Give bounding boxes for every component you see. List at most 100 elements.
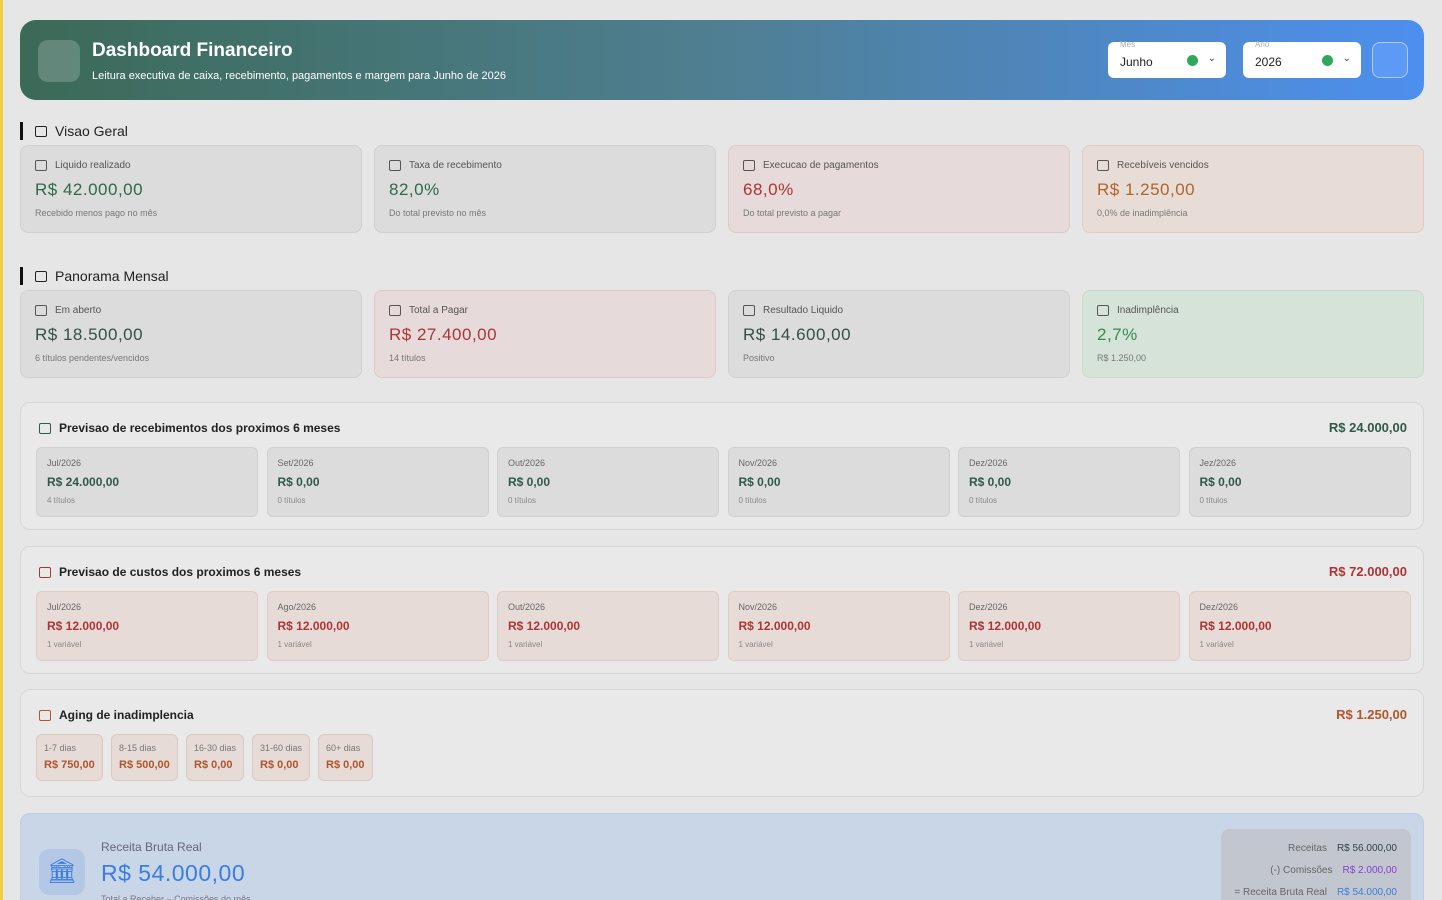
section-heading: Panorama Mensal: [20, 267, 169, 285]
gross-icon: 🏛: [39, 849, 85, 895]
gross-title: Receita Bruta Real: [101, 840, 202, 854]
kpi-label-text: Em aberto: [55, 305, 102, 316]
bucket-label: 1-7 dias: [44, 743, 77, 753]
receipts-panel: Previsao de recebimentos dos proximos 6 …: [20, 402, 1424, 530]
header: Dashboard Financeiro Leitura executiva de…: [20, 20, 1424, 100]
bucket-value: R$ 0,00: [194, 759, 233, 771]
header-subtitle: Leitura executiva de caixa, recebimento,…: [92, 70, 506, 82]
month-select[interactable]: Mes Junho ⌄: [1108, 40, 1226, 78]
month-note: 1 variável: [47, 640, 82, 649]
month-label: Jez/2026: [1199, 458, 1237, 468]
costs-panel: Previsao de custos dos proximos 6 meses R…: [20, 546, 1424, 674]
check-icon: [1322, 55, 1333, 66]
header-icon: [38, 40, 80, 82]
month-label: Ago/2026: [277, 602, 317, 612]
year-value: 2026: [1255, 55, 1282, 69]
month-note: 0 títulos: [969, 496, 998, 505]
panel-total: R$ 24.000,00: [1328, 420, 1407, 435]
breakdown-row: (-) Comissões R$ 2.000,00: [1221, 865, 1397, 876]
refresh-button[interactable]: [1372, 42, 1408, 78]
chevron: ⌄: [1207, 53, 1216, 64]
breakdown-label: Receitas: [1288, 843, 1327, 854]
panel-title: Previsao de custos dos proximos 6 meses: [39, 565, 301, 579]
kpi-label-text: Liquido realizado: [55, 160, 131, 171]
section-title: Panorama Mensal: [55, 268, 169, 284]
panel-title: Aging de inadimplencia: [39, 708, 194, 722]
kpi-note: Do total previsto a pagar: [743, 208, 842, 218]
kpi-icon: [35, 305, 47, 316]
panel-total: R$ 1.250,00: [1336, 707, 1407, 722]
bucket-label: 60+ dias: [326, 743, 361, 753]
month-note: 0 títulos: [508, 496, 537, 505]
month-value: R$ 0,00: [277, 475, 320, 489]
bucket-value: R$ 0,00: [326, 759, 365, 771]
gross-note: Total a Receber – Comissões do mês: [101, 894, 251, 900]
kpi-card: Resultado Liquido R$ 14.600,00 Positivo: [728, 290, 1070, 378]
month-card: Dez/2026 R$ 0,00 0 títulos: [958, 447, 1180, 517]
kpi-label: Liquido realizado: [35, 160, 347, 171]
month-note: 0 títulos: [1199, 496, 1228, 505]
kpi-note: Positivo: [743, 353, 775, 363]
month-value: R$ 12.000,00: [969, 619, 1042, 633]
kpi-label: Resultado Liquido: [743, 305, 1055, 316]
kpi-value: 68,0%: [743, 180, 794, 199]
section-title: Visao Geral: [55, 123, 128, 139]
breakdown-value: R$ 54.000,00: [1336, 887, 1397, 898]
kpi-icon: [743, 160, 755, 171]
aging-bucket: 16-30 dias R$ 0,00: [186, 734, 245, 781]
kpi-label-text: Taxa de recebimento: [409, 160, 502, 171]
month-label: Dez/2026: [969, 458, 1008, 468]
month-label: Dez/2026: [1199, 602, 1239, 612]
gross-panel: 🏛 Receita Bruta Real R$ 54.000,00 Total a R…: [20, 813, 1424, 900]
month-label: Jul/2026: [47, 602, 82, 612]
bucket-value: R$ 0,00: [260, 759, 299, 771]
month-note: 1 variável: [1199, 640, 1234, 649]
month-label: Jul/2026: [47, 458, 82, 468]
month-card: Out/2026 R$ 12.000,00 1 variável: [497, 591, 719, 661]
month-label: Nov/2026: [738, 458, 778, 468]
year-select[interactable]: Ano 2026 ⌄: [1243, 40, 1361, 78]
aging-bucket: 8-15 dias R$ 500,00: [111, 734, 178, 781]
bucket-label: 16-30 dias: [194, 743, 237, 753]
kpi-note: 14 títulos: [389, 353, 426, 363]
month-label: Set/2026: [277, 458, 314, 468]
panel-title-text: Previsao de custos dos proximos 6 meses: [59, 565, 302, 579]
month-label: Out/2026: [508, 602, 546, 612]
kpi-icon: [389, 160, 401, 171]
month-note: 1 variável: [277, 640, 312, 649]
panel-icon: [39, 422, 51, 434]
breakdown-value: R$ 2.000,00: [1342, 865, 1398, 876]
kpi-icon: [1097, 305, 1109, 316]
kpi-value: R$ 27.400,00: [389, 325, 498, 344]
kpi-value: R$ 18.500,00: [35, 325, 144, 344]
kpi-value: R$ 14.600,00: [743, 325, 852, 344]
kpi-note: 6 títulos pendentes/vencidos: [35, 353, 150, 363]
breakdown-label: (-) Comissões: [1270, 865, 1333, 876]
month-card: Nov/2026 R$ 0,00 0 títulos: [727, 447, 950, 517]
kpi-card: Liquido realizado R$ 42.000,00 Recebido me…: [20, 145, 362, 233]
month-label: Dez/2026: [969, 602, 1008, 612]
panel-title-text: Previsao de recebimentos dos proximos 6 …: [59, 421, 341, 435]
kpi-label-text: Recebíveis vencidos: [1117, 160, 1209, 171]
month-card: Jez/2026 R$ 0,00 0 títulos: [1188, 447, 1411, 517]
month-card: Out/2026 R$ 0,00 0 títulos: [497, 447, 719, 517]
bucket-value: R$ 500,00: [119, 759, 170, 771]
panel-icon: [39, 566, 51, 578]
kpi-card: Inadimplência 2,7% R$ 1.250,00: [1082, 290, 1424, 378]
month-note: 0 títulos: [738, 496, 767, 505]
bucket-label: 31-60 dias: [260, 743, 303, 753]
month-value: R$ 0,00: [1199, 475, 1242, 489]
month-value: R$ 12.000,00: [1199, 619, 1272, 633]
month-value: Junho: [1120, 55, 1153, 69]
kpi-note: Recebido menos pago no mês: [35, 208, 158, 218]
kpi-card: Taxa de recebimento 82,0% Do total previst…: [374, 145, 716, 233]
panel-title: Previsao de recebimentos dos proximos 6 …: [39, 421, 340, 435]
kpi-label-text: Total a Pagar: [409, 305, 468, 316]
aging-bucket: 31-60 dias R$ 0,00: [252, 734, 311, 781]
kpi-value: 2,7%: [1097, 325, 1138, 344]
section-icon: [35, 125, 47, 137]
year-label: Ano: [1255, 40, 1270, 49]
panel-title-text: Aging de inadimplencia: [59, 708, 194, 722]
month-value: R$ 0,00: [738, 475, 781, 489]
